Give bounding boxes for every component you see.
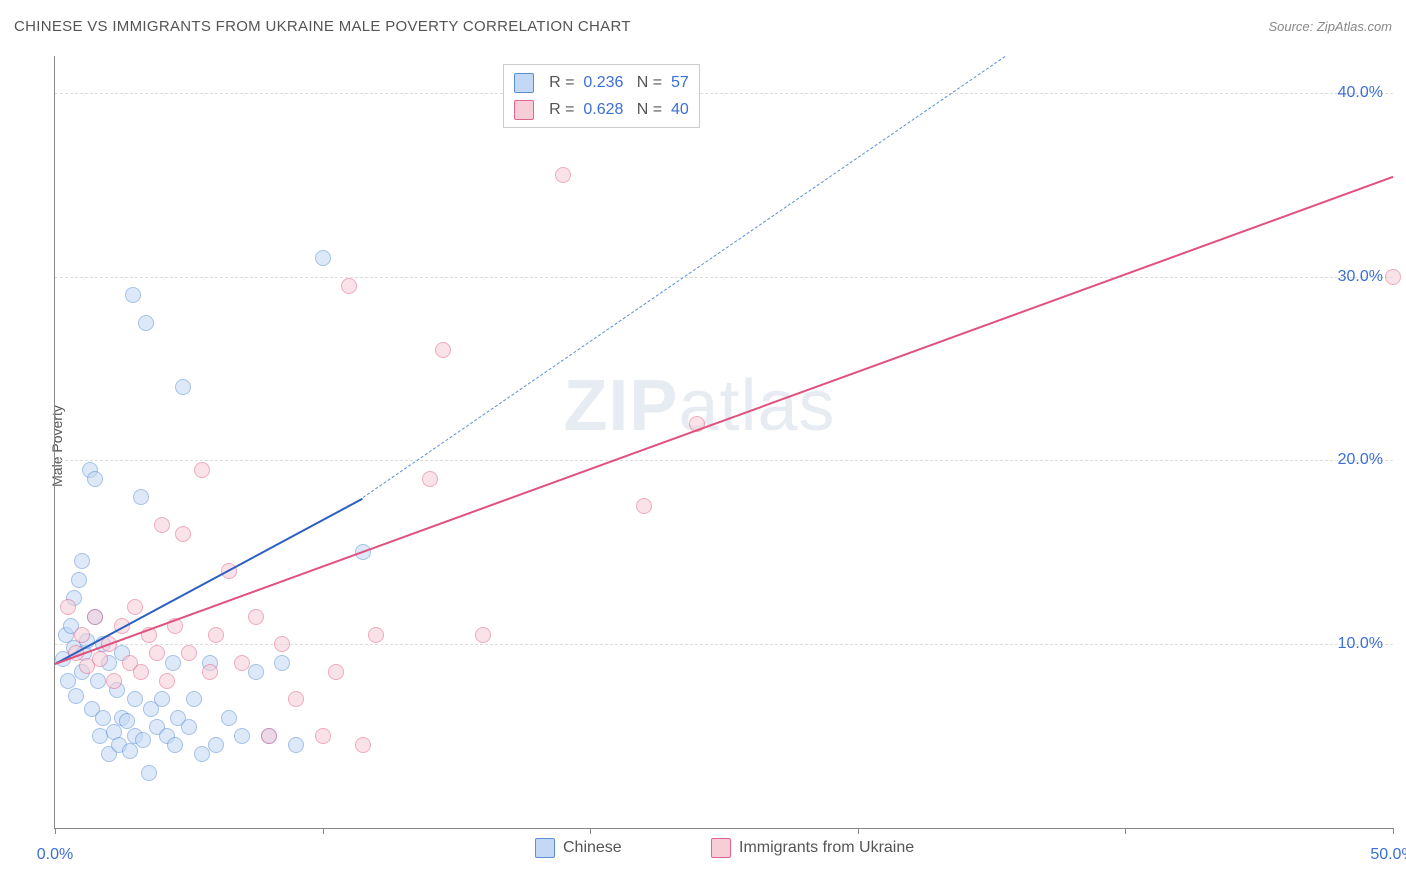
data-point	[368, 627, 384, 643]
data-point	[181, 719, 197, 735]
x-tick-mark	[55, 828, 56, 834]
data-point	[165, 655, 181, 671]
data-point	[154, 691, 170, 707]
gridline	[55, 460, 1393, 461]
x-tick-mark	[858, 828, 859, 834]
data-point	[60, 599, 76, 615]
series-legend-label: Immigrants from Ukraine	[739, 839, 914, 857]
data-point	[422, 471, 438, 487]
data-point	[119, 713, 135, 729]
data-point	[208, 627, 224, 643]
x-tick-mark	[323, 828, 324, 834]
data-point	[248, 609, 264, 625]
data-point	[435, 342, 451, 358]
data-point	[221, 710, 237, 726]
data-point	[175, 526, 191, 542]
data-point	[135, 732, 151, 748]
data-point	[106, 673, 122, 689]
scatter-plot-area: ZIPatlas 10.0%20.0%30.0%40.0%0.0%50.0% R…	[54, 56, 1393, 829]
correlation-legend: R = 0.236 N = 57 R = 0.628 N = 40	[503, 64, 700, 128]
data-point	[202, 664, 218, 680]
data-point	[194, 462, 210, 478]
data-point	[181, 645, 197, 661]
data-point	[288, 737, 304, 753]
data-point	[555, 167, 571, 183]
legend-swatch	[514, 100, 534, 120]
x-tick-mark	[590, 828, 591, 834]
data-point	[475, 627, 491, 643]
data-point	[341, 278, 357, 294]
y-tick-label: 40.0%	[1338, 84, 1383, 102]
data-point	[315, 728, 331, 744]
legend-swatch	[711, 838, 731, 858]
data-point	[133, 664, 149, 680]
correlation-legend-row: R = 0.628 N = 40	[514, 96, 689, 123]
data-point	[636, 498, 652, 514]
watermark: ZIPatlas	[563, 365, 835, 447]
correlation-text: R = 0.236 N = 57	[540, 69, 689, 96]
data-point	[141, 765, 157, 781]
series-legend-item: Chinese	[535, 838, 622, 858]
data-point	[208, 737, 224, 753]
data-point	[149, 645, 165, 661]
y-tick-label: 20.0%	[1338, 451, 1383, 469]
data-point	[90, 673, 106, 689]
series-legend-item: Immigrants from Ukraine	[711, 838, 914, 858]
data-point	[133, 489, 149, 505]
data-point	[1385, 269, 1401, 285]
data-point	[87, 471, 103, 487]
legend-swatch	[535, 838, 555, 858]
data-point	[288, 691, 304, 707]
data-point	[95, 710, 111, 726]
data-point	[74, 553, 90, 569]
data-point	[127, 691, 143, 707]
data-point	[138, 315, 154, 331]
gridline	[55, 644, 1393, 645]
data-point	[122, 743, 138, 759]
data-point	[87, 609, 103, 625]
data-point	[248, 664, 264, 680]
data-point	[92, 651, 108, 667]
correlation-text: R = 0.628 N = 40	[540, 96, 689, 123]
y-tick-label: 30.0%	[1338, 268, 1383, 286]
data-point	[274, 636, 290, 652]
data-point	[186, 691, 202, 707]
data-point	[127, 599, 143, 615]
source-attribution: Source: ZipAtlas.com	[1268, 19, 1392, 34]
data-point	[274, 655, 290, 671]
series-legend-label: Chinese	[563, 839, 622, 857]
data-point	[154, 517, 170, 533]
data-point	[68, 688, 84, 704]
data-point	[328, 664, 344, 680]
data-point	[234, 655, 250, 671]
x-tick-mark	[1125, 828, 1126, 834]
gridline	[55, 277, 1393, 278]
x-tick-label: 0.0%	[37, 846, 73, 864]
data-point	[167, 737, 183, 753]
data-point	[71, 572, 87, 588]
chart-title: CHINESE VS IMMIGRANTS FROM UKRAINE MALE …	[14, 18, 631, 35]
data-point	[315, 250, 331, 266]
data-point	[175, 379, 191, 395]
y-tick-label: 10.0%	[1338, 635, 1383, 653]
data-point	[125, 287, 141, 303]
gridline	[55, 93, 1393, 94]
data-point	[74, 627, 90, 643]
data-point	[261, 728, 277, 744]
data-point	[234, 728, 250, 744]
data-point	[355, 737, 371, 753]
x-tick-label: 50.0%	[1370, 846, 1406, 864]
data-point	[159, 673, 175, 689]
x-tick-mark	[1393, 828, 1394, 834]
legend-swatch	[514, 73, 534, 93]
correlation-legend-row: R = 0.236 N = 57	[514, 69, 689, 96]
